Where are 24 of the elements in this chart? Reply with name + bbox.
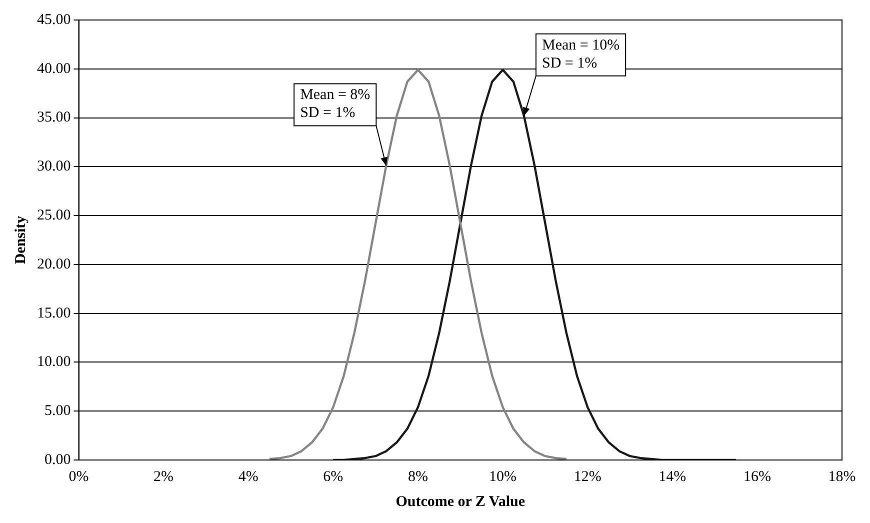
y-tick-label: 25.00 [37, 207, 71, 224]
x-tick-label: 12% [574, 468, 602, 485]
x-tick-label: 18% [828, 468, 856, 485]
y-axis-title: Density [12, 215, 29, 264]
x-tick-label: 16% [743, 468, 771, 485]
y-tick-label: 20.00 [37, 256, 71, 272]
y-tick-label: 0.00 [44, 452, 71, 468]
x-tick-label: 0% [68, 468, 89, 485]
x-tick-label: 14% [658, 468, 686, 485]
y-tick-label: 45.00 [37, 12, 71, 28]
annotation: Mean = 10% SD = 1% [542, 37, 620, 72]
x-axis-title: Outcome or Z Value [396, 494, 526, 510]
x-tick-label: 8% [408, 468, 428, 485]
annotation: Mean = 8% SD = 1% [300, 87, 370, 122]
y-tick-label: 15.00 [37, 305, 71, 322]
y-tick-label: 5.00 [44, 403, 71, 420]
y-tick-label: 40.00 [37, 60, 71, 77]
x-tick-label: 2% [154, 468, 174, 485]
x-tick-label: 10% [489, 468, 517, 485]
x-tick-label: 6% [323, 468, 344, 485]
y-tick-label: 10.00 [37, 354, 71, 370]
y-tick-label: 35.00 [37, 110, 71, 126]
x-tick-label: 4% [238, 468, 258, 485]
y-tick-label: 30.00 [37, 158, 71, 175]
